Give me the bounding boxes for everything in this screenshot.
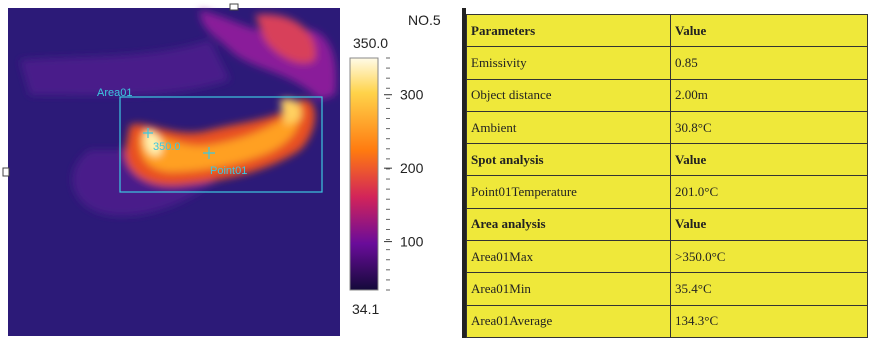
cell: Spot analysis [467, 144, 671, 176]
screenshot: Area01 350.0 Point01 NO.5 350.0 34.1 300 20… [0, 0, 870, 340]
tick-label: 100 [400, 234, 424, 250]
cell: Area01Min [467, 273, 671, 305]
cell: 35.4°C [671, 273, 868, 305]
cell: Value [671, 208, 868, 240]
cell: Value [671, 144, 868, 176]
cell: 134.3°C [671, 305, 868, 337]
cell: Point01Temperature [467, 176, 671, 208]
tick-label: 300 [400, 87, 424, 103]
handle [3, 168, 9, 176]
spot-label: 350.0 [153, 141, 181, 153]
cell: 30.8°C [671, 111, 868, 143]
point-label: Point01 [210, 165, 247, 177]
cell: Ambient [467, 111, 671, 143]
colorbar [350, 58, 378, 290]
cell: 2.00m [671, 79, 868, 111]
cell: Area01Max [467, 241, 671, 273]
colorbar-min-label: 34.1 [352, 301, 379, 317]
area-label: Area01 [97, 87, 132, 99]
cell: Parameters [467, 15, 671, 47]
cell: Object distance [467, 79, 671, 111]
colorbar-max-label: 350.0 [353, 35, 388, 51]
cell: Area analysis [467, 208, 671, 240]
cell: >350.0°C [671, 241, 868, 273]
cell: Area01Average [467, 305, 671, 337]
cell: Emissivity [467, 47, 671, 79]
tick-label: 200 [400, 160, 424, 176]
cell: Value [671, 15, 868, 47]
colorbar-title: NO.5 [408, 12, 441, 28]
cell: 201.0°C [671, 176, 868, 208]
handle [230, 4, 238, 10]
cell: 0.85 [671, 47, 868, 79]
